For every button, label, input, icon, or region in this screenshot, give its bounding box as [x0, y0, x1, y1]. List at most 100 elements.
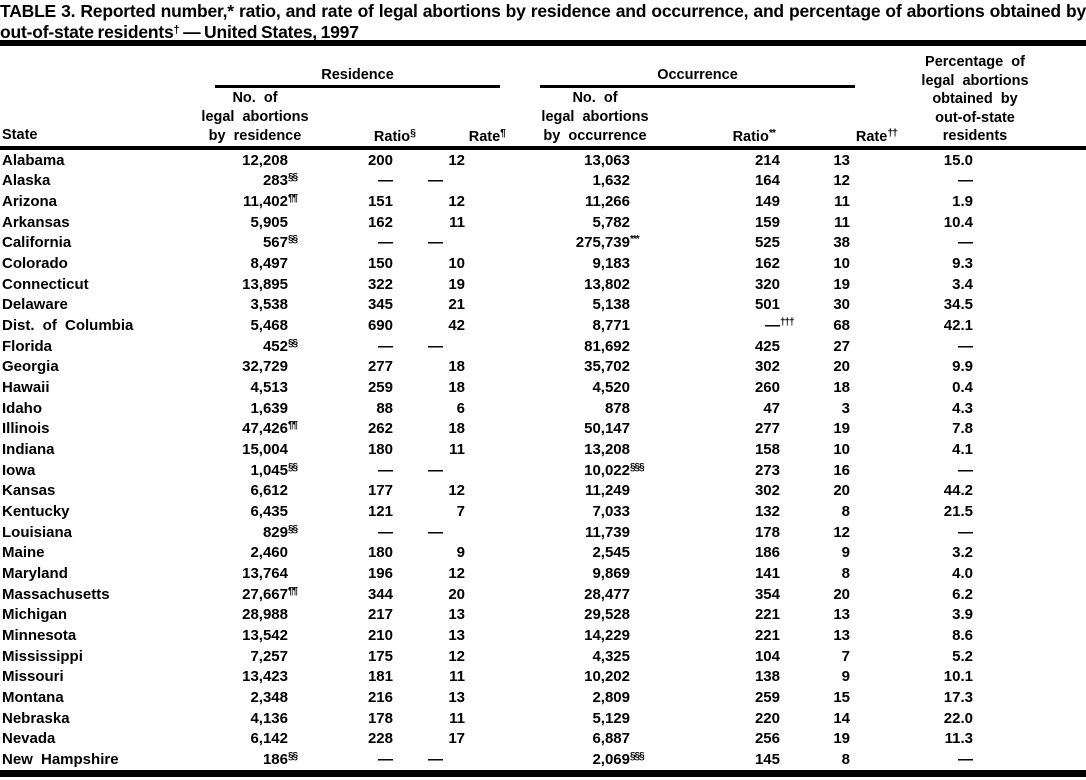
cell-occ-ratio: 221: [754, 626, 780, 644]
cell-res-no: 5,468: [250, 317, 288, 335]
column-header-occ-rate: Rate††: [812, 127, 898, 145]
table-row: Florida 452§§ — — 81,692 425 27 —: [0, 336, 1086, 357]
table-row: Georgia 32,729 277 18 35,702 302 20 9.9: [0, 357, 1086, 378]
cell-occ-rate: 7: [841, 647, 850, 665]
cell-res-ratio: 181: [367, 668, 393, 686]
cell-res-ratio: 175: [367, 647, 393, 665]
table-row: Hawaii 4,513 259 18 4,520 260 18 0.4: [0, 377, 1086, 398]
cell-res-ratio: 121: [367, 502, 393, 520]
cell-occ-no: 11,266: [584, 193, 630, 211]
header-divider-rule: [0, 146, 1086, 150]
cell-state: Illinois: [2, 420, 50, 438]
cell-res-rate: 7: [456, 502, 465, 520]
cell-occ-rate: 11: [834, 213, 850, 231]
cell-occ-ratio: 104: [754, 647, 780, 665]
cell-occ-no: 28,477: [584, 585, 630, 603]
column-header-res-number: No. of legal abortions by residence: [185, 89, 325, 146]
cell-pct: 3.9: [952, 606, 973, 624]
cell-res-rate: 18: [448, 358, 465, 376]
cell-res-no: 13,542: [242, 626, 288, 644]
cell-res-no: 1,045§§: [250, 461, 298, 479]
cell-res-rate: 42: [448, 317, 465, 335]
table-title: TABLE 3. Reported number,* ratio, and ra…: [0, 2, 1086, 42]
cell-res-no: 2,460: [250, 544, 288, 562]
pct-header-line: obtained by: [932, 91, 1018, 108]
pilcrow-footnote-mark: ¶: [500, 127, 506, 139]
cell-res-rate: 13: [448, 606, 465, 624]
cell-occ-ratio: 354: [754, 585, 780, 603]
column-header-occ-number: No. of legal abortions by occurrence: [520, 89, 670, 146]
cell-pct: 17.3: [943, 688, 973, 706]
cell-state: Arkansas: [2, 213, 70, 231]
cell-res-no: 11,402¶¶: [242, 193, 298, 211]
cell-pct: 11.3: [944, 730, 973, 748]
cell-res-ratio: —: [378, 172, 393, 190]
column-header-state: State: [2, 127, 38, 143]
table-title-line2: out-of-state residents† — United States,…: [0, 21, 1086, 42]
cell-occ-no: 10,022§§§: [584, 461, 645, 479]
cell-pct: 10.1: [943, 668, 973, 686]
cell-pct: 8.6: [952, 626, 973, 644]
cell-occ-no: 13,063: [584, 151, 630, 169]
cell-res-rate: 12: [448, 482, 465, 500]
section-footnote-mark: §: [410, 127, 416, 139]
cell-occ-no: 10,202: [584, 668, 630, 686]
cell-occ-rate: 30: [833, 296, 850, 314]
cell-res-no: 5,905: [250, 213, 288, 231]
cell-state: Missouri: [2, 668, 64, 686]
cell-occ-ratio: 47: [763, 399, 780, 417]
cell-occ-rate: 12: [833, 172, 850, 190]
cell-res-rate: 18: [448, 420, 465, 438]
cell-pct: 9.3: [952, 255, 973, 273]
cell-pct: 0.4: [952, 379, 973, 397]
cell-res-ratio: 322: [367, 275, 393, 293]
res-ratio-label: Ratio: [373, 129, 411, 145]
cell-res-no: 8,497: [250, 255, 288, 273]
cell-pct: —: [958, 337, 973, 355]
cell-res-rate: 9: [456, 544, 465, 562]
cell-pct: 21.5: [943, 502, 973, 520]
cell-occ-rate: 19: [833, 420, 850, 438]
cell-pct: 5.2: [952, 647, 973, 665]
cell-occ-rate: 8: [841, 750, 850, 768]
cell-res-rate: 12: [448, 193, 465, 211]
cell-occ-no: 50,147: [584, 420, 630, 438]
cell-pct: —: [958, 523, 973, 541]
cell-occ-no: 13,208: [584, 441, 630, 459]
cell-res-no: 13,895: [242, 275, 288, 293]
table-row: Idaho 1,639 88 6 878 47 3 4.3: [0, 398, 1086, 419]
cell-res-ratio: 88: [376, 399, 393, 417]
cell-occ-rate: 9: [841, 544, 850, 562]
occ-number-header-line: legal abortions: [541, 109, 649, 125]
cell-res-rate: 11: [449, 709, 465, 727]
occ-rate-label: Rate: [855, 129, 888, 145]
res-number-header-line: No. of: [232, 90, 278, 106]
cell-occ-ratio: 259: [754, 688, 780, 706]
cell-state: Maryland: [2, 564, 68, 582]
column-header-pct-out-of-state: Percentage of legal abortions obtained b…: [900, 53, 1050, 146]
cell-state: Hawaii: [2, 379, 50, 397]
cell-occ-ratio: 277: [754, 420, 780, 438]
cell-occ-no: 11,739: [584, 523, 630, 541]
occ-number-header-line: No. of: [572, 90, 618, 106]
cell-occ-rate: 9: [841, 668, 850, 686]
cell-occ-no: 878: [604, 399, 630, 417]
cell-res-ratio: 180: [367, 544, 393, 562]
cell-occ-rate: 12: [833, 523, 850, 541]
cell-res-ratio: 345: [367, 296, 393, 314]
cell-state: Montana: [2, 688, 64, 706]
cell-res-no: 12,208: [242, 151, 288, 169]
cell-occ-rate: 13: [833, 606, 850, 624]
cell-pct: 42.1: [943, 317, 973, 335]
cell-occ-rate: 10: [833, 255, 850, 273]
cell-occ-no: 6,887: [592, 730, 630, 748]
cell-pct: 9.9: [952, 358, 973, 376]
cell-occ-no: 81,692: [584, 337, 630, 355]
table-row: Louisiana 829§§ — — 11,739 178 12 —: [0, 522, 1086, 543]
cell-res-no: 4,513: [250, 379, 288, 397]
table-row: Maryland 13,764 196 12 9,869 141 8 4.0: [0, 563, 1086, 584]
double-asterisk-footnote-mark: **: [768, 127, 776, 139]
cell-state: Connecticut: [2, 275, 89, 293]
cell-pct: 4.1: [952, 441, 973, 459]
table-row: Nebraska 4,136 178 11 5,129 220 14 22.0: [0, 708, 1086, 729]
